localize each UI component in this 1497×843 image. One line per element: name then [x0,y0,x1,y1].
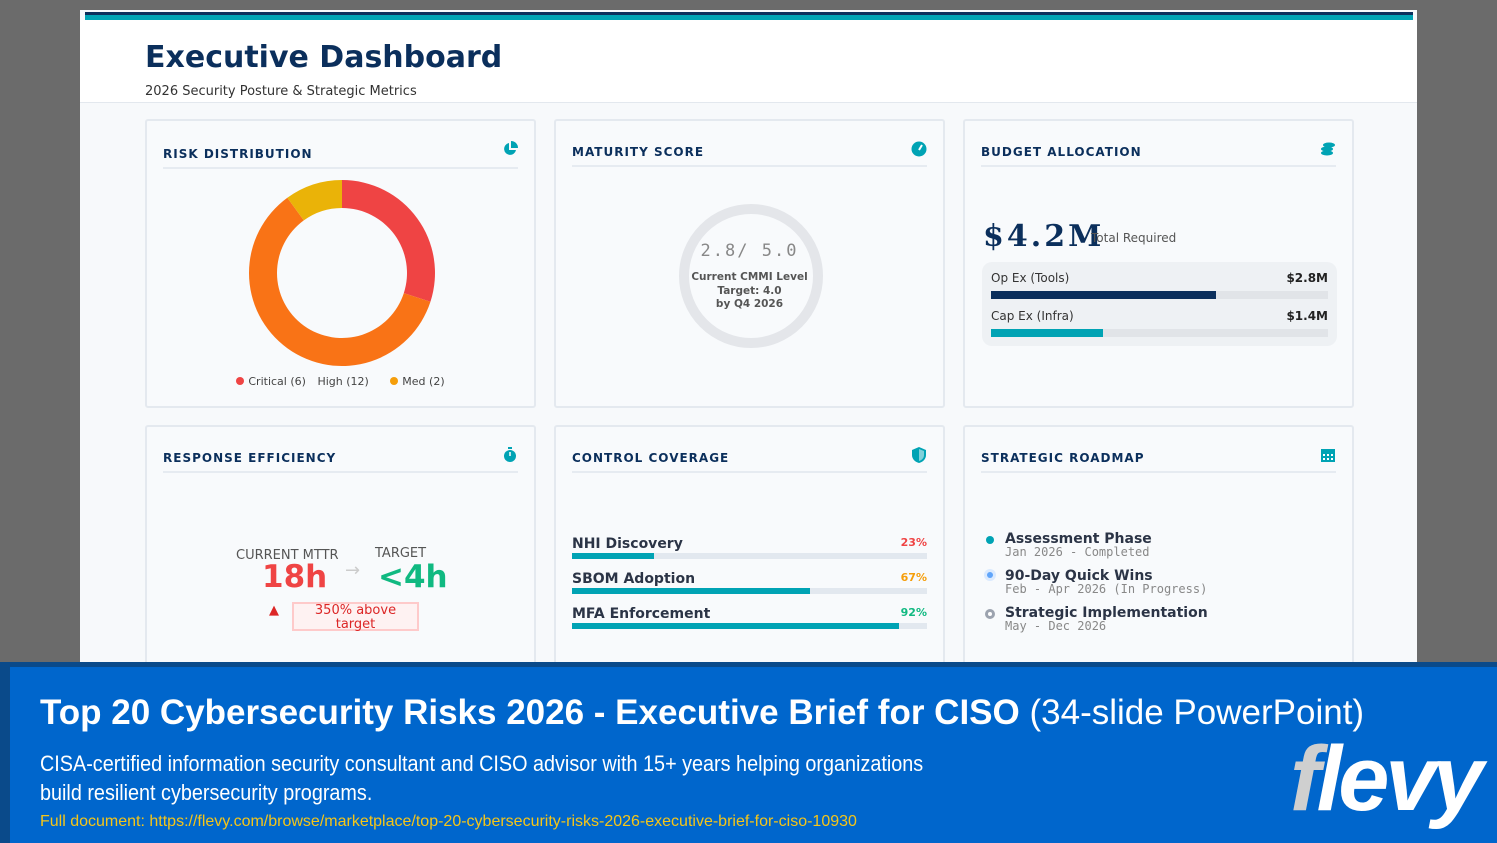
status-dot-planned [985,609,995,619]
maturity-score-card: MATURITY SCORE 2.8/ 5.0 Current CMMI Lev… [554,119,945,408]
budget-bar-fill [991,291,1216,299]
current-mttr-label: CURRENT MTTR [236,548,339,563]
coverage-item: SBOM Adoption 67% [572,571,927,594]
budget-label: Op Ex (Tools) [991,271,1070,285]
budget-total-label: Total Required [1091,231,1177,245]
roadmap-item: Assessment Phase Jan 2026 - Completed [1005,531,1152,559]
warning-icon: ▲ [269,603,279,618]
risk-donut-chart [248,180,435,367]
divider [981,471,1336,473]
divider [572,165,927,167]
target-mttr-label: TARGET [375,546,427,561]
card-title: RESPONSE EFFICIENCY [163,451,337,465]
coverage-track [572,623,927,629]
document-link[interactable]: Full document: https://flevy.com/browse/… [40,813,857,830]
arrow-right-icon: → [345,560,361,581]
pie-chart-icon [504,141,518,155]
budget-allocation-card: BUDGET ALLOCATION $4.2M Total Required O… [963,119,1354,408]
roadmap-item-status: May - Dec 2026 [1005,619,1107,633]
donut-slice-med [287,180,342,221]
roadmap-item-name: Assessment Phase [1005,531,1152,547]
divider [163,167,518,169]
coverage-fill [572,623,899,629]
risk-distribution-card: RISK DISTRIBUTION Critical (6) High (12)… [145,119,536,408]
banner-title-suffix: (34-slide PowerPoint) [1029,693,1365,732]
coins-icon [1321,142,1335,156]
coverage-track [572,553,927,559]
page-subtitle: 2026 Security Posture & Strategic Metric… [145,84,417,99]
header: Executive Dashboard 2026 Security Postur… [80,20,1417,103]
divider [163,471,518,473]
control-coverage-card: CONTROL COVERAGE NHI Discovery 23% SBOM Ad… [554,425,945,670]
coverage-label: MFA Enforcement [572,606,711,622]
coverage-percent: 23% [900,536,927,549]
target-mttr-value: <4h [378,559,448,595]
card-title: MATURITY SCORE [572,145,705,159]
legend-critical: Critical (6) [236,375,306,388]
roadmap-item: Strategic Implementation May - Dec 2026 [1005,605,1208,633]
banner-title: Top 20 Cybersecurity Risks 2026 - Execut… [40,693,1364,733]
roadmap-item: 90-Day Quick Wins Feb - Apr 2026 (In Prog… [1005,568,1207,596]
chart-legend: Critical (6) High (12) Med (2) [147,375,534,388]
calendar-icon [1321,449,1335,462]
roadmap-item-status: Feb - Apr 2026 (In Progress) [1005,582,1208,596]
banner-title-main: Top 20 Cybersecurity Risks 2026 - Execut… [40,693,1020,732]
status-dot-in-progress [987,572,993,578]
roadmap-item-name: Strategic Implementation [1005,605,1208,621]
donut-slice-high [248,197,431,367]
top-accent-bar [85,12,1413,20]
maturity-ring [679,204,823,348]
banner-description: CISA-certified information security cons… [40,751,924,805]
budget-bar-fill [991,329,1104,337]
card-title: STRATEGIC ROADMAP [981,451,1145,465]
coverage-label: NHI Discovery [572,536,683,552]
coverage-fill [572,588,810,594]
page-title: Executive Dashboard [145,40,503,75]
budget-total: $4.2M [983,219,1105,254]
status-dot-completed [986,536,994,544]
coverage-item: MFA Enforcement 92% [572,606,927,629]
stopwatch-icon [504,447,516,462]
coverage-fill [572,553,654,559]
budget-label: Cap Ex (Infra) [991,309,1074,323]
legend-med: Med (2) [390,375,445,388]
maturity-deadline: by Q4 2026 [715,298,784,310]
divider [572,471,927,473]
flevy-logo: flevy [1290,728,1484,830]
roadmap-item-status: Jan 2026 - Completed [1005,545,1150,559]
budget-row-capex: Cap Ex (Infra) $1.4M [991,309,1328,337]
maturity-target: Target: 4.0 [717,285,782,297]
budget-value: $2.8M [1286,271,1328,285]
current-mttr-value: 18h [262,559,328,595]
budget-value: $1.4M [1286,309,1328,323]
coverage-percent: 67% [900,571,927,584]
warning-badge: 350% above target [292,602,419,632]
divider [981,165,1336,167]
gauge-icon [911,141,927,157]
maturity-score-value: 2.8/ 5.0 [700,241,799,261]
maturity-label: Current CMMI Level [691,271,808,283]
coverage-percent: 92% [900,606,927,619]
coverage-track [572,588,927,594]
donut-slice-critical [342,180,435,302]
legend-high: High (12) [317,375,369,388]
response-efficiency-card: RESPONSE EFFICIENCY CURRENT MTTR 18h → T… [145,425,536,670]
budget-breakdown: Op Ex (Tools) $2.8M Cap Ex (Infra) $1.4M [982,262,1337,346]
strategic-roadmap-card: STRATEGIC ROADMAP Assessment Phase Jan 20… [963,425,1354,670]
coverage-label: SBOM Adoption [572,571,696,587]
card-title: BUDGET ALLOCATION [981,145,1142,159]
roadmap-item-name: 90-Day Quick Wins [1005,568,1153,584]
shield-icon [912,447,926,463]
promo-banner: Top 20 Cybersecurity Risks 2026 - Execut… [0,662,1497,843]
dashboard-slide: Executive Dashboard 2026 Security Postur… [80,10,1417,670]
budget-row-opex: Op Ex (Tools) $2.8M [991,271,1328,299]
coverage-item: NHI Discovery 23% [572,536,927,559]
card-title: CONTROL COVERAGE [572,451,730,465]
card-title: RISK DISTRIBUTION [163,147,313,161]
